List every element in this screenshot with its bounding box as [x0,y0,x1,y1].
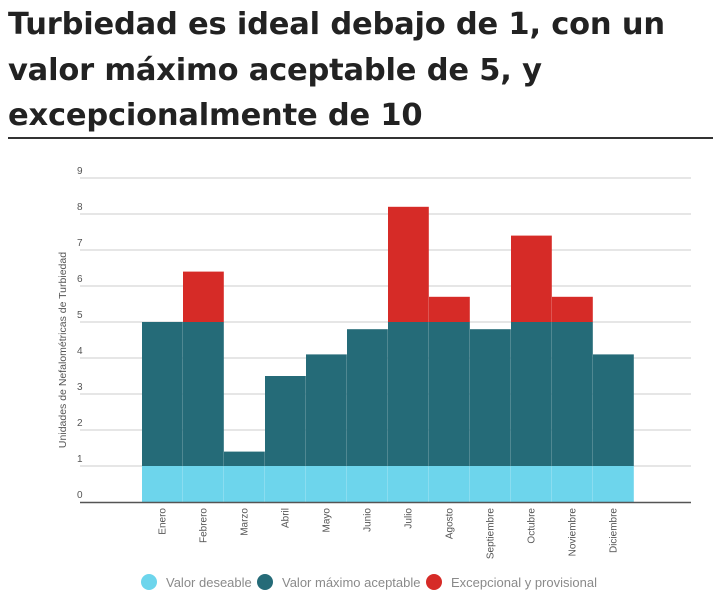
bar-deseable-mayo[interactable] [306,466,347,502]
y-tick-label: 1 [77,454,83,465]
legend-label: Valor deseable [166,574,252,590]
legend-swatch-valor-maximo-aceptable [257,574,273,590]
bar-maximo-agosto[interactable] [429,322,470,466]
bar-deseable-marzo[interactable] [224,466,265,502]
bar-maximo-mayo[interactable] [306,354,347,466]
bar-deseable-agosto[interactable] [429,466,470,502]
bar-maximo-julio[interactable] [388,322,429,466]
x-tick-label: Junio [362,508,373,532]
x-tick-label: Mayo [321,508,332,533]
legend: Valor deseable Valor máximo aceptable Ex… [0,574,713,596]
title-divider [8,137,713,139]
y-axis-title: Unidades de Nefalométricas de Turbiedad [57,252,69,448]
bar-excepcional-octubre[interactable] [511,235,552,322]
x-tick-label: Septiembre [485,508,496,560]
y-tick-label: 6 [77,274,83,285]
bar-maximo-enero[interactable] [142,322,183,466]
y-tick-label: 0 [77,490,83,501]
bar-deseable-julio[interactable] [388,466,429,502]
bar-excepcional-febrero[interactable] [183,271,224,322]
legend-item-excepcional-y-provisional[interactable]: Excepcional y provisional [426,574,597,590]
bar-maximo-febrero[interactable] [183,322,224,466]
legend-label: Valor máximo aceptable [282,574,421,590]
y-tick-label: 2 [77,418,83,429]
bar-deseable-febrero[interactable] [183,466,224,502]
bar-excepcional-agosto[interactable] [429,296,470,322]
bar-deseable-diciembre[interactable] [593,466,634,502]
legend-swatch-excepcional-y-provisional [426,574,442,590]
y-tick-label: 9 [77,166,83,177]
bar-maximo-diciembre[interactable] [593,354,634,466]
legend-item-valor-deseable[interactable]: Valor deseable [141,574,252,590]
bar-maximo-abril[interactable] [265,376,306,466]
bar-deseable-abril[interactable] [265,466,306,502]
bar-deseable-octubre[interactable] [511,466,552,502]
chart-title: Turbiedad es ideal debajo de 1, con un v… [8,7,665,133]
bar-maximo-noviembre[interactable] [552,322,593,466]
x-tick-labels: Enero Febrero Marzo Abril Mayo Junio Julio Agos… [157,508,619,560]
x-tick-label: Enero [157,508,168,535]
x-tick-label: Noviembre [567,508,578,557]
legend-label: Excepcional y provisional [451,574,597,590]
x-tick-label: Abril [280,508,291,528]
bar-deseable-noviembre[interactable] [552,466,593,502]
bar-maximo-octubre[interactable] [511,322,552,466]
bar-deseable-junio[interactable] [347,466,388,502]
bar-excepcional-noviembre[interactable] [552,296,593,322]
bar-maximo-septiembre[interactable] [470,329,511,466]
bars [142,206,634,502]
bar-deseable-enero[interactable] [142,466,183,502]
bar-maximo-marzo[interactable] [224,451,265,466]
y-tick-labels: 0 1 2 3 4 5 6 7 8 9 [77,166,83,501]
x-tick-label: Agosto [444,508,455,540]
bar-excepcional-julio[interactable] [388,206,429,322]
x-tick-label: Diciembre [608,508,619,553]
y-tick-label: 7 [77,238,83,249]
x-tick-label: Octubre [526,508,537,544]
x-tick-label: Julio [403,508,414,529]
y-tick-label: 5 [77,310,83,321]
y-tick-label: 4 [77,346,83,357]
bar-deseable-septiembre[interactable] [470,466,511,502]
x-tick-label: Marzo [239,508,250,536]
legend-item-valor-maximo-aceptable[interactable]: Valor máximo aceptable [257,574,421,590]
y-tick-label: 8 [77,202,83,213]
y-tick-label: 3 [77,382,83,393]
bar-maximo-junio[interactable] [347,329,388,466]
legend-swatch-valor-deseable [141,574,157,590]
x-tick-label: Febrero [198,508,209,543]
chart-area: 0 1 2 3 4 5 6 7 8 9 Enero Febrero Marzo Abril Mayo Jun… [57,166,691,560]
